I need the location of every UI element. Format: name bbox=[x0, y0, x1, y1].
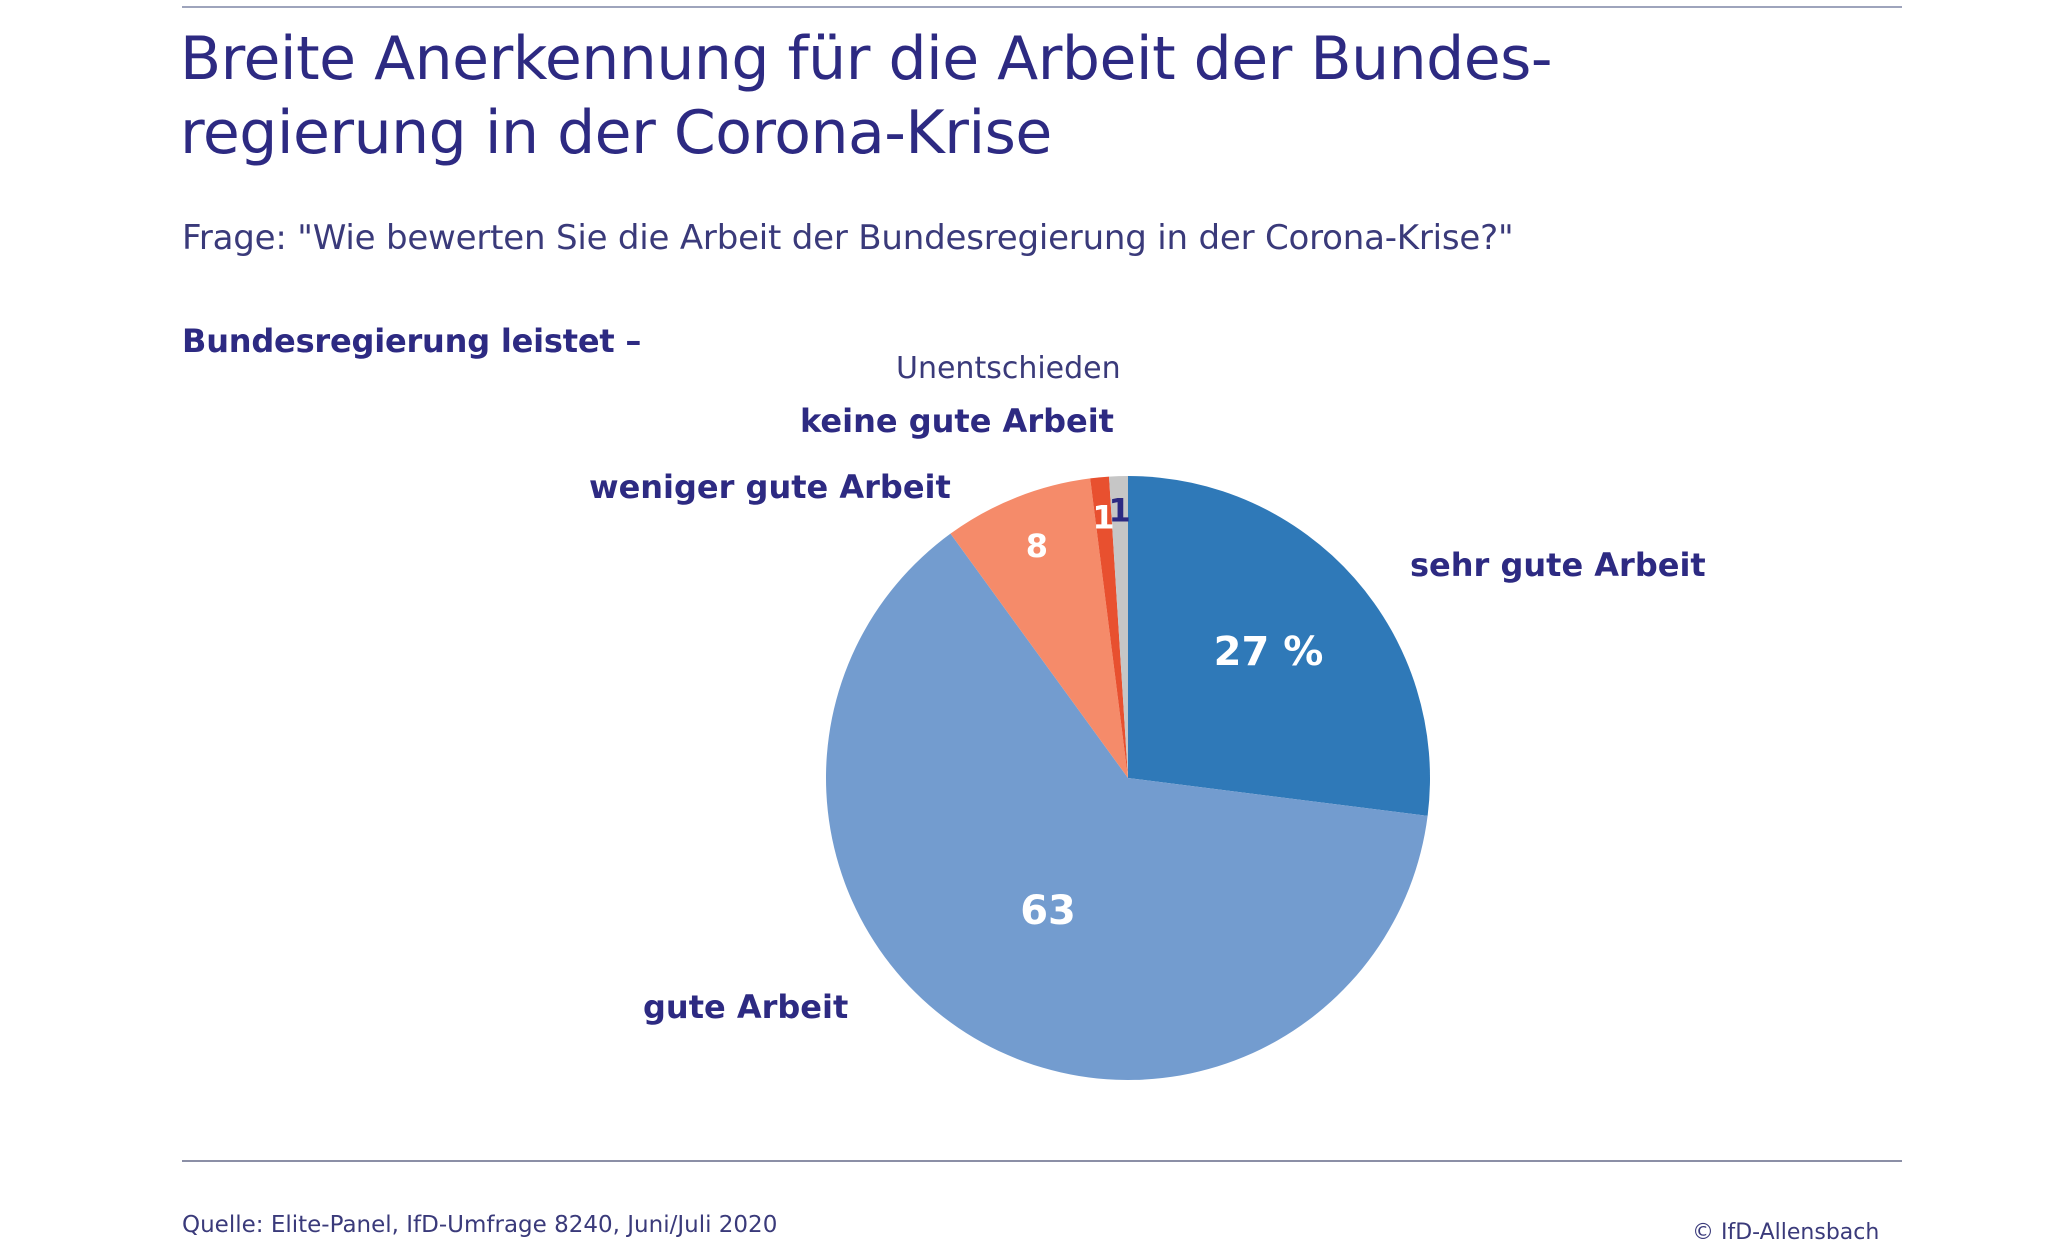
chart-title-line-2: regierung in der Corona-Krise bbox=[180, 98, 1052, 168]
pie-slice-weniger-gute-arbeit bbox=[950, 478, 1128, 778]
slice-label-unentschieden: Unentschieden bbox=[896, 351, 1121, 386]
bottom-rule bbox=[182, 1160, 1902, 1162]
chart-title: Breite Anerkennung für die Arbeit der Bu… bbox=[180, 22, 1780, 170]
section-label: Bundesregierung leistet – bbox=[182, 322, 642, 360]
pie-slice-gute-arbeit bbox=[825, 533, 1428, 1081]
pie-category-labels: sehr gute Arbeit gute Arbeit weniger gut… bbox=[589, 351, 1706, 1026]
pie-value-labels: 27 % 63 8 11 bbox=[1020, 491, 1323, 934]
pie-slice-unentschieden bbox=[1109, 476, 1128, 778]
pie-slice-keine-gute-arbeit bbox=[1090, 476, 1128, 778]
copyright-note: © IfD-Allensbach bbox=[1692, 1220, 1880, 1245]
slice-label-weniger-gute-arbeit: weniger gute Arbeit bbox=[589, 468, 951, 506]
chart-title-line-1: Breite Anerkennung für die Arbeit der Bu… bbox=[180, 24, 1553, 94]
pie-value-label-sehr-gute-arbeit: 27 % bbox=[1214, 629, 1324, 675]
slice-label-sehr-gute-arbeit: sehr gute Arbeit bbox=[1410, 546, 1706, 584]
pie-value-label-weniger-gute-arbeit: 8 bbox=[1026, 527, 1048, 565]
pie-slices bbox=[825, 476, 1430, 1081]
survey-question: Frage: "Wie bewerten Sie die Arbeit der … bbox=[182, 218, 1514, 258]
pie-value-label-keine-gute-arbeit: 1 bbox=[1092, 498, 1114, 536]
slice-label-keine-gute-arbeit: keine gute Arbeit bbox=[800, 402, 1114, 440]
pie-value-label-unentschieden: 1 bbox=[1109, 491, 1131, 529]
pie-slice-sehr-gute-arbeit bbox=[1128, 476, 1430, 816]
source-note: Quelle: Elite-Panel, IfD-Umfrage 8240, J… bbox=[182, 1212, 778, 1238]
slice-label-gute-arbeit: gute Arbeit bbox=[643, 988, 848, 1026]
top-rule bbox=[182, 6, 1902, 8]
pie-value-label-gute-arbeit: 63 bbox=[1020, 888, 1076, 934]
